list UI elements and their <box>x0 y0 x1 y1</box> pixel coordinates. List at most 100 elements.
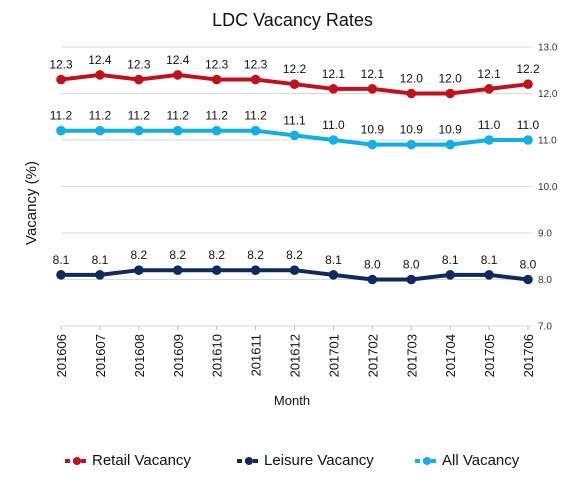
data-point-retail <box>172 70 183 80</box>
x-tick-label: 201706 <box>521 334 536 377</box>
data-label-leisure: 8.2 <box>247 248 264 262</box>
series-group <box>56 70 533 285</box>
data-point-retail <box>523 79 533 89</box>
y-axis-title: Vacancy (%) <box>23 161 40 245</box>
data-point-leisure <box>172 265 183 276</box>
data-label-leisure: 8.1 <box>325 253 342 267</box>
data-point-leisure <box>406 274 417 285</box>
data-label-retail: 12.2 <box>283 62 307 76</box>
data-point-retail <box>328 84 339 94</box>
data-label-all: 10.9 <box>400 123 424 137</box>
data-point-all <box>484 135 494 145</box>
data-point-retail <box>406 88 417 99</box>
data-point-leisure <box>484 270 494 280</box>
data-point-retail <box>134 74 144 85</box>
data-point-retail <box>56 74 66 85</box>
data-point-leisure <box>445 270 455 280</box>
data-label-all: 11.2 <box>128 109 151 123</box>
data-point-all <box>328 135 339 145</box>
data-point-all <box>250 125 261 136</box>
data-label-retail: 12.3 <box>205 58 229 72</box>
data-point-leisure <box>95 270 105 280</box>
data-point-all <box>172 125 183 136</box>
data-label-retail: 12.1 <box>477 67 501 81</box>
data-point-leisure <box>250 265 261 276</box>
legend: Retail Vacancy Leisure Vacancy All Vacan… <box>0 452 585 474</box>
x-tick-label: 201701 <box>326 334 341 377</box>
x-tick-label: 201608 <box>132 334 147 377</box>
data-label-all: 11.2 <box>50 109 73 123</box>
data-point-leisure <box>523 274 533 285</box>
data-point-retail <box>367 84 378 94</box>
data-point-leisure <box>56 270 66 280</box>
x-tick-label: 201606 <box>54 334 69 377</box>
legend-label-all: All Vacancy <box>442 452 520 469</box>
y-tick-label: 9.0 <box>538 229 552 240</box>
x-tick-label: 201702 <box>365 334 380 377</box>
data-label-all: 11.2 <box>89 109 112 123</box>
data-label-retail: 12.2 <box>516 62 540 76</box>
legend-label-leisure: Leisure Vacancy <box>264 452 374 469</box>
data-point-all <box>406 139 417 150</box>
data-point-leisure <box>134 265 144 276</box>
data-point-retail <box>445 88 455 99</box>
data-label-retail: 12.3 <box>244 58 268 72</box>
data-point-retail <box>95 70 105 80</box>
y-tick-label: 12.0 <box>538 89 558 100</box>
x-tick-label: 201609 <box>171 334 186 377</box>
data-point-leisure <box>328 270 339 280</box>
x-tick-label: 201610 <box>210 334 225 377</box>
data-label-retail: 12.4 <box>166 53 190 67</box>
data-label-retail: 12.3 <box>49 58 73 72</box>
gridlines <box>61 46 532 327</box>
data-label-leisure: 8.2 <box>286 248 303 262</box>
data-label-all: 11.0 <box>478 118 501 132</box>
data-point-retail <box>289 79 300 89</box>
x-axis-title: Month <box>274 393 310 408</box>
y-tick-label: 13.0 <box>538 43 558 54</box>
data-label-all: 11.1 <box>283 113 306 127</box>
data-label-leisure: 8.1 <box>53 253 70 267</box>
data-point-leisure <box>211 265 222 276</box>
data-point-retail <box>211 74 222 85</box>
x-tick-label: 201611 <box>249 334 264 376</box>
legend-swatch-all <box>415 456 439 465</box>
legend-item-retail: Retail Vacancy <box>64 452 191 469</box>
legend-swatch-retail <box>65 456 89 465</box>
data-label-retail: 12.0 <box>400 72 424 86</box>
data-point-all <box>56 125 66 136</box>
y-axis: 7.0 8.0 9.0 10.0 11.0 12.0 13.0 <box>538 43 558 333</box>
x-tick-label: 201607 <box>93 334 108 377</box>
data-label-all: 11.2 <box>244 109 267 123</box>
data-label-retail: 12.3 <box>127 58 151 72</box>
data-label-all: 10.9 <box>438 123 462 137</box>
data-point-all <box>134 125 144 136</box>
data-label-leisure: 8.1 <box>92 253 109 267</box>
x-tick-label: 201612 <box>288 334 303 377</box>
y-tick-label: 8.0 <box>538 275 552 286</box>
x-tick-label: 201705 <box>482 334 497 377</box>
legend-item-leisure: Leisure Vacancy <box>236 452 374 469</box>
legend-item-all: All Vacancy <box>414 452 519 469</box>
x-tick-label: 201703 <box>404 334 419 377</box>
data-label-all: 10.9 <box>361 123 385 137</box>
data-point-all <box>211 125 222 136</box>
data-label-retail: 12.0 <box>438 72 462 86</box>
y-tick-label: 11.0 <box>538 136 557 147</box>
data-point-all <box>523 135 533 145</box>
data-label-retail: 12.1 <box>322 67 346 81</box>
data-label-leisure: 8.1 <box>481 253 498 267</box>
data-label-all: 11.2 <box>167 109 190 123</box>
data-label-leisure: 8.0 <box>403 258 420 272</box>
data-label-leisure: 8.2 <box>208 248 225 262</box>
data-point-leisure <box>289 265 300 276</box>
data-label-leisure: 8.2 <box>169 248 186 262</box>
y-tick-label: 7.0 <box>538 322 552 333</box>
data-point-all <box>445 139 455 150</box>
data-label-leisure: 8.2 <box>130 248 147 262</box>
data-label-leisure: 8.0 <box>364 258 381 272</box>
data-label-all: 11.0 <box>322 118 345 132</box>
data-point-retail <box>484 84 494 94</box>
data-label-leisure: 8.0 <box>520 258 537 272</box>
